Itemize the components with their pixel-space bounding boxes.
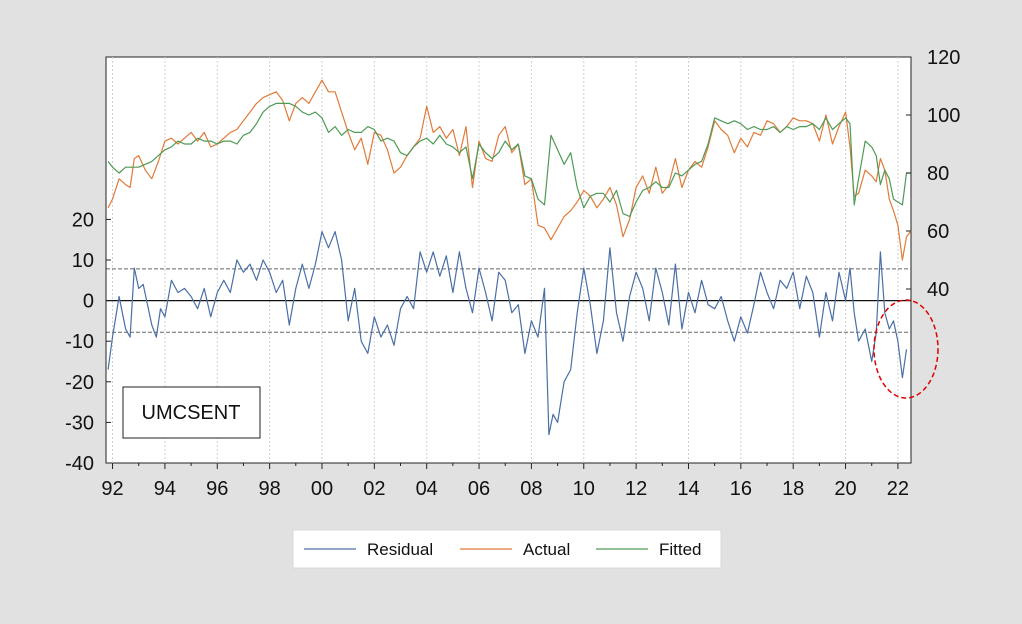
x-tick-label: 22 <box>887 478 909 500</box>
x-tick-label: 96 <box>206 478 228 500</box>
x-tick-label: 10 <box>573 478 595 500</box>
left-tick-label: 20 <box>72 209 94 231</box>
x-tick-label: 18 <box>782 478 804 500</box>
left-tick-label: 0 <box>83 291 94 313</box>
x-tick-label: 04 <box>416 478 438 500</box>
x-tick-label: 08 <box>520 478 542 500</box>
x-tick-label: 14 <box>677 478 699 500</box>
legend: Residual Actual Fitted <box>292 529 722 569</box>
x-tick-label: 92 <box>101 478 123 500</box>
left-tick-label: -20 <box>65 372 94 394</box>
x-tick-label: 20 <box>834 478 856 500</box>
legend-label-residual: Residual <box>367 540 433 559</box>
right-tick-label: 100 <box>927 105 960 127</box>
x-tick-label: 98 <box>258 478 280 500</box>
highlight-ellipse <box>873 299 939 399</box>
axis-layer: 92 94 96 98 00 02 04 06 08 10 12 14 16 18 20 22 -40 -30 -2… <box>65 47 960 500</box>
series-label-frame <box>122 386 261 439</box>
x-tick-label: 00 <box>311 478 333 500</box>
series-layer <box>107 79 912 436</box>
x-tick-label: 16 <box>730 478 752 500</box>
x-tick-label: 06 <box>468 478 490 500</box>
left-tick-label: -10 <box>65 331 94 353</box>
right-tick-label: 120 <box>927 47 960 69</box>
series-line-fitted <box>107 102 911 218</box>
x-tick-label: 02 <box>363 478 385 500</box>
left-tick-label: 10 <box>72 250 94 272</box>
right-tick-label: 60 <box>927 221 949 243</box>
series-label-box: UMCSENT <box>122 386 261 439</box>
right-tick-label: 40 <box>927 279 949 301</box>
x-tick-label: 12 <box>625 478 647 500</box>
legend-label-actual: Actual <box>523 540 570 559</box>
left-tick-label: -30 <box>65 412 94 434</box>
right-tick-label: 80 <box>927 163 949 185</box>
legend-label-fitted: Fitted <box>659 540 702 559</box>
x-tick-label: 94 <box>154 478 176 500</box>
series-line-residual <box>107 231 908 436</box>
series-label-text: UMCSENT <box>142 402 241 424</box>
left-tick-label: -40 <box>65 453 94 475</box>
reference-lines <box>106 268 911 333</box>
